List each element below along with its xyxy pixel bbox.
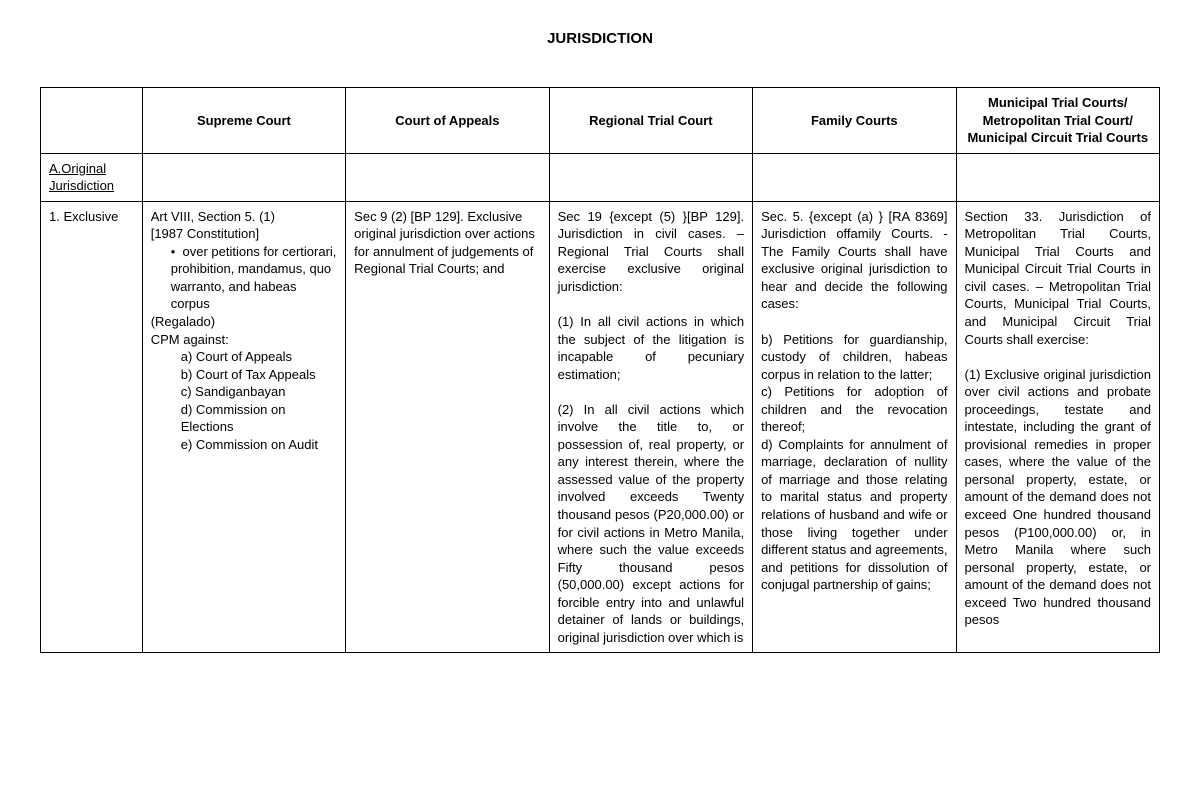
fc-p1: Sec. 5. {except (a) } [RA 8369] Jurisdic… (761, 208, 947, 313)
sc-line2: [1987 Constitution] (151, 225, 337, 243)
rtc-p2: (1) In all civil actions in which the su… (558, 313, 744, 383)
supreme-court-cell: Art VIII, Section 5. (1) [1987 Constitut… (142, 201, 345, 653)
section-header-text: A.Original Jurisdiction (49, 161, 114, 194)
empty-cell (549, 153, 752, 201)
empty-cell (956, 153, 1159, 201)
empty-cell (346, 153, 549, 201)
appeals-cell: Sec 9 (2) [BP 129]. Exclusive original j… (346, 201, 549, 653)
sc-line3: (Regalado) (151, 313, 337, 331)
page-title: JURISDICTION (40, 30, 1160, 47)
rtc-p1: Sec 19 {except (5) }[BP 129]. Jurisdicti… (558, 208, 744, 296)
sc-bullet: • over petitions for certiorari, prohibi… (151, 243, 337, 313)
col-header-family: Family Courts (753, 88, 956, 154)
col-header-blank (41, 88, 143, 154)
col-header-municipal: Municipal Trial Courts/ Metropolitan Tri… (956, 88, 1159, 154)
municipal-cell: Section 33. Jurisdiction of Metropolitan… (956, 201, 1159, 653)
fc-p2: b) Petitions for guardianship, custody o… (761, 331, 947, 384)
sc-item-e: e) Commission on Audit (151, 436, 337, 454)
fc-p4: d) Complaints for annulment of marriage,… (761, 436, 947, 594)
table-header-row: Supreme Court Court of Appeals Regional … (41, 88, 1160, 154)
jurisdiction-table: Supreme Court Court of Appeals Regional … (40, 87, 1160, 653)
sc-line1: Art VIII, Section 5. (1) (151, 208, 337, 226)
sc-item-a: a) Court of Appeals (151, 348, 337, 366)
table-row: 1. Exclusive Art VIII, Section 5. (1) [1… (41, 201, 1160, 653)
row-label-cell: 1. Exclusive (41, 201, 143, 653)
fc-p3: c) Petitions for adoption of children an… (761, 383, 947, 436)
mtc-p1: Section 33. Jurisdiction of Metropolitan… (965, 208, 1151, 348)
regional-cell: Sec 19 {except (5) }[BP 129]. Jurisdicti… (549, 201, 752, 653)
col-header-appeals: Court of Appeals (346, 88, 549, 154)
col-header-supreme: Supreme Court (142, 88, 345, 154)
sc-item-b: b) Court of Tax Appeals (151, 366, 337, 384)
empty-cell (753, 153, 956, 201)
rtc-p3: (2) In all civil actions which involve t… (558, 401, 744, 647)
mtc-p2: (1) Exclusive original jurisdiction over… (965, 366, 1151, 629)
section-header-cell: A.Original Jurisdiction (41, 153, 143, 201)
empty-cell (142, 153, 345, 201)
sc-item-c: c) Sandiganbayan (151, 383, 337, 401)
col-header-regional: Regional Trial Court (549, 88, 752, 154)
section-header-row: A.Original Jurisdiction (41, 153, 1160, 201)
family-cell: Sec. 5. {except (a) } [RA 8369] Jurisdic… (753, 201, 956, 653)
sc-line4: CPM against: (151, 331, 337, 349)
sc-item-d: d) Commission on Elections (151, 401, 337, 436)
